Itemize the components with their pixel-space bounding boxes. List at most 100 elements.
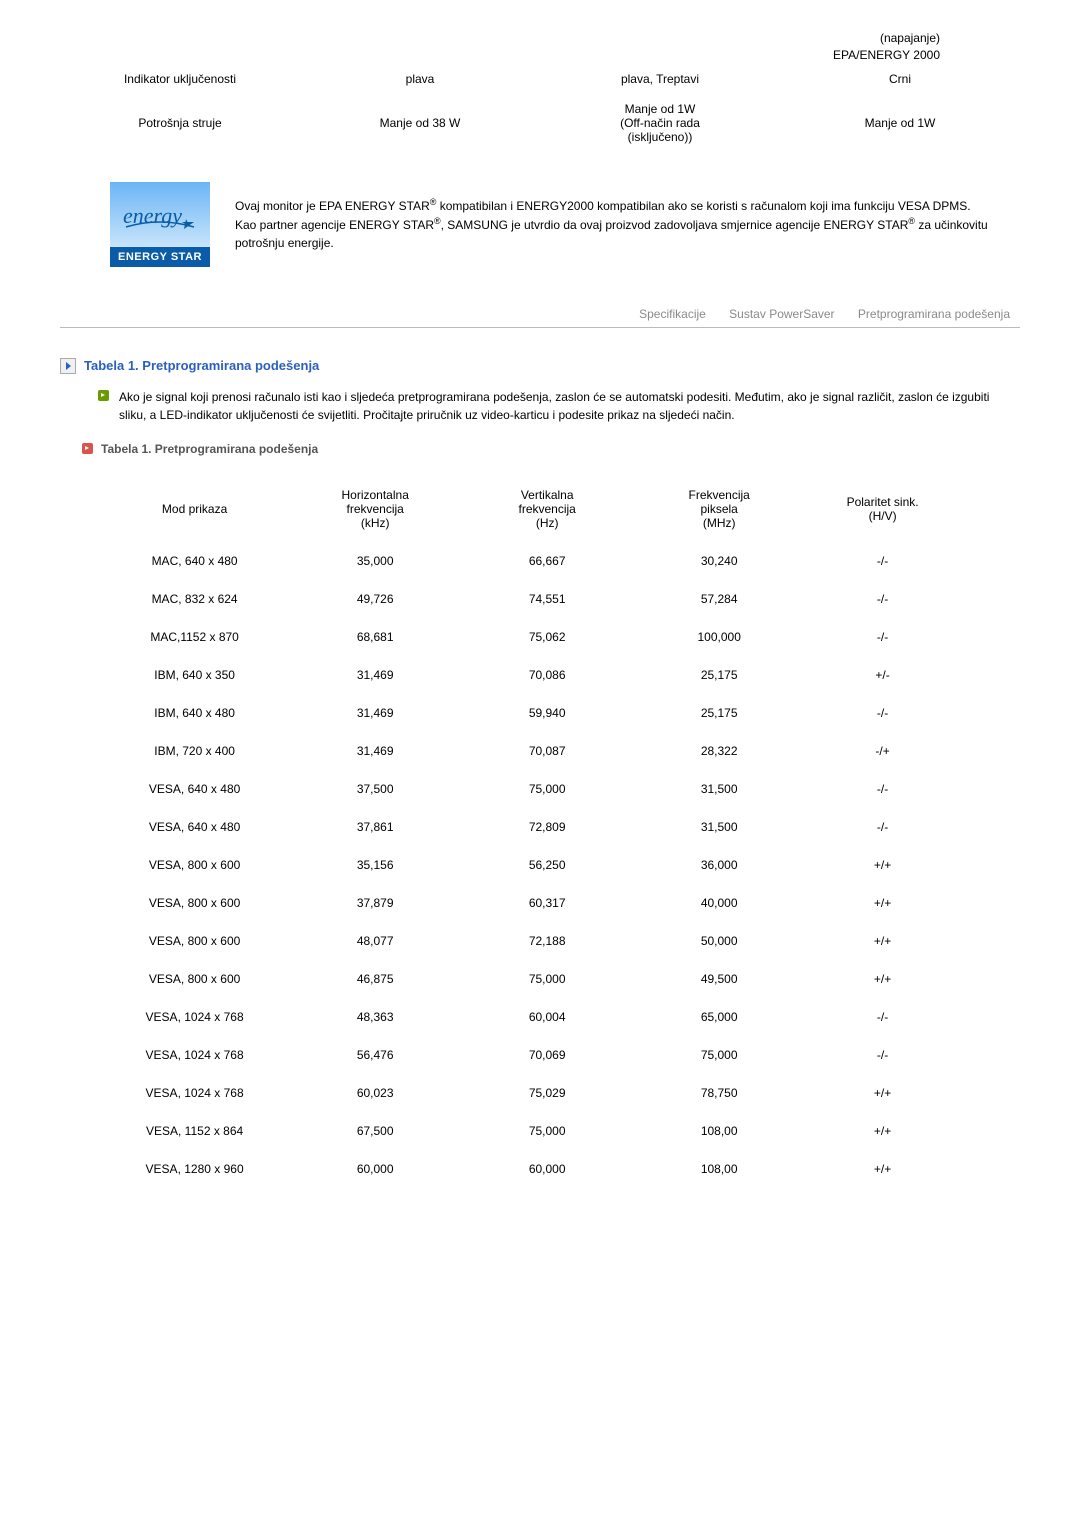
energy-star-icon: energy <box>110 182 210 247</box>
table-cell: 31,469 <box>289 656 461 694</box>
table-cell: -/- <box>805 808 960 846</box>
table-cell: 46,875 <box>289 960 461 998</box>
table-cell: -/- <box>805 1036 960 1074</box>
table-row: IBM, 640 x 35031,46970,08625,175+/- <box>100 656 960 694</box>
table-cell: -/+ <box>805 732 960 770</box>
table-cell: 100,000 <box>633 618 805 656</box>
tab-preset[interactable]: Pretprogramirana podešenja <box>858 307 1010 321</box>
table-cell: +/- <box>805 656 960 694</box>
table-cell: VESA, 1280 x 960 <box>100 1150 289 1188</box>
table-row: VESA, 1024 x 76860,02375,02978,750+/+ <box>100 1074 960 1112</box>
table-cell: -/- <box>805 770 960 808</box>
table-cell: 37,861 <box>289 808 461 846</box>
table-cell: 48,077 <box>289 922 461 960</box>
table-cell: VESA, 800 x 600 <box>100 922 289 960</box>
table-cell: IBM, 640 x 350 <box>100 656 289 694</box>
table-cell: +/+ <box>805 1150 960 1188</box>
table-cell: 70,069 <box>461 1036 633 1074</box>
svg-text:energy: energy <box>123 203 182 228</box>
table-cell: 30,240 <box>633 542 805 580</box>
table-cell: +/+ <box>805 1074 960 1112</box>
table-cell: VESA, 1024 x 768 <box>100 998 289 1036</box>
energy-star-logo: energy ENERGY STAR <box>110 182 210 267</box>
table-cell: MAC, 832 x 624 <box>100 580 289 618</box>
table-cell: VESA, 1024 x 768 <box>100 1036 289 1074</box>
table-cell: -/- <box>805 694 960 732</box>
table-cell: 37,879 <box>289 884 461 922</box>
tab-powersaver[interactable]: Sustav PowerSaver <box>729 307 834 321</box>
top-right-line2: EPA/ENERGY 2000 <box>833 48 940 62</box>
tab-bar: Specifikacije Sustav PowerSaver Pretprog… <box>60 307 1020 328</box>
table-cell: 108,00 <box>633 1150 805 1188</box>
table-cell: 75,000 <box>633 1036 805 1074</box>
table-row: VESA, 1280 x 96060,00060,000108,00+/+ <box>100 1150 960 1188</box>
table-cell: 60,000 <box>461 1150 633 1188</box>
top-right-line1: (napajanje) <box>880 31 940 45</box>
table-cell: 40,000 <box>633 884 805 922</box>
spec-row: Potrošnja struje Manje od 38 W Manje od … <box>60 94 1020 152</box>
table-row: VESA, 800 x 60046,87575,00049,500+/+ <box>100 960 960 998</box>
sub-label: Tabela 1. Pretprogramirana podešenja <box>82 442 1020 456</box>
table-cell: 75,000 <box>461 1112 633 1150</box>
table-row: VESA, 1024 x 76856,47670,06975,000-/- <box>100 1036 960 1074</box>
table-cell: 31,469 <box>289 694 461 732</box>
table-cell: MAC, 640 x 480 <box>100 542 289 580</box>
table-cell: +/+ <box>805 960 960 998</box>
table-cell: VESA, 800 x 600 <box>100 846 289 884</box>
table-cell: 56,250 <box>461 846 633 884</box>
table-cell: 75,062 <box>461 618 633 656</box>
table-cell: -/- <box>805 580 960 618</box>
table-row: VESA, 1024 x 76848,36360,00465,000-/- <box>100 998 960 1036</box>
table-cell: 35,156 <box>289 846 461 884</box>
table-cell: 75,000 <box>461 770 633 808</box>
table-cell: VESA, 800 x 600 <box>100 884 289 922</box>
spec-cell: Manje od 1W (Off-način rada (isključeno)… <box>540 94 780 152</box>
green-bullet-icon <box>98 390 109 401</box>
table-cell: 75,029 <box>461 1074 633 1112</box>
energy-block: energy ENERGY STAR Ovaj monitor je EPA E… <box>60 182 1020 267</box>
table-row: VESA, 800 x 60048,07772,18850,000+/+ <box>100 922 960 960</box>
table-cell: +/+ <box>805 884 960 922</box>
table-cell: -/- <box>805 998 960 1036</box>
table-row: VESA, 1152 x 86467,50075,000108,00+/+ <box>100 1112 960 1150</box>
table-cell: 37,500 <box>289 770 461 808</box>
table-cell: 31,500 <box>633 808 805 846</box>
table-cell: +/+ <box>805 846 960 884</box>
spec-cell: Manje od 38 W <box>300 94 540 152</box>
table-cell: 72,188 <box>461 922 633 960</box>
table-cell: 60,004 <box>461 998 633 1036</box>
table-cell: 67,500 <box>289 1112 461 1150</box>
col-mode: Mod prikaza <box>100 476 289 542</box>
table-cell: 60,023 <box>289 1074 461 1112</box>
section-body: Ako je signal koji prenosi računalo isti… <box>60 388 1020 424</box>
table-cell: 57,284 <box>633 580 805 618</box>
section-text: Ako je signal koji prenosi računalo isti… <box>119 388 1020 424</box>
energy-text: Ovaj monitor je EPA ENERGY STAR® kompati… <box>235 196 1020 252</box>
table-cell: 49,500 <box>633 960 805 998</box>
table-cell: 31,500 <box>633 770 805 808</box>
table-cell: 35,000 <box>289 542 461 580</box>
table-cell: 25,175 <box>633 694 805 732</box>
energy-star-label: ENERGY STAR <box>110 247 210 267</box>
spec-cell: plava, Treptavi <box>540 64 780 94</box>
table-cell: -/- <box>805 618 960 656</box>
spec-cell: plava <box>300 64 540 94</box>
table-cell: 49,726 <box>289 580 461 618</box>
table-cell: IBM, 720 x 400 <box>100 732 289 770</box>
table-row: VESA, 800 x 60037,87960,31740,000+/+ <box>100 884 960 922</box>
table-cell: 56,476 <box>289 1036 461 1074</box>
section-header: Tabela 1. Pretprogramirana podešenja <box>60 358 1020 374</box>
section-arrow-icon <box>60 358 76 374</box>
table-cell: +/+ <box>805 1112 960 1150</box>
spec-table: Indikator uključenosti plava plava, Trep… <box>60 64 1020 152</box>
spec-cell: Indikator uključenosti <box>60 64 300 94</box>
table-cell: 36,000 <box>633 846 805 884</box>
tab-spec[interactable]: Specifikacije <box>639 307 706 321</box>
red-bullet-icon <box>82 443 93 454</box>
table-cell: 25,175 <box>633 656 805 694</box>
table-cell: 50,000 <box>633 922 805 960</box>
mode-table: Mod prikaza Horizontalna frekvencija (kH… <box>100 476 960 1188</box>
col-pol: Polaritet sink. (H/V) <box>805 476 960 542</box>
table-cell: VESA, 640 x 480 <box>100 808 289 846</box>
table-cell: VESA, 1024 x 768 <box>100 1074 289 1112</box>
